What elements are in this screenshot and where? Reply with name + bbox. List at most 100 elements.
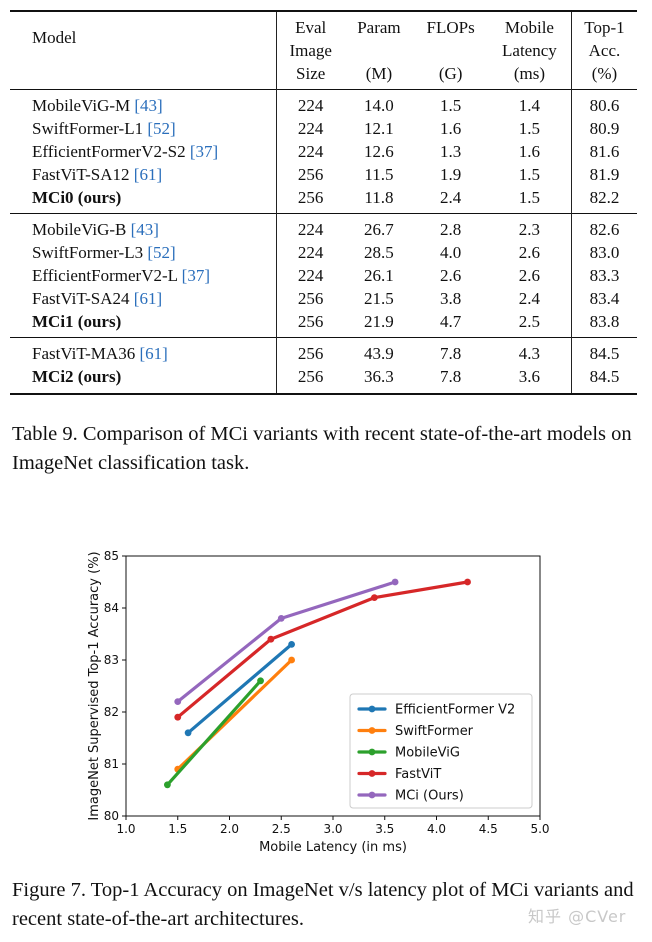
model-name-cell: EfficientFormerV2-S2 [37] [10, 140, 276, 163]
citation-link[interactable]: [37] [189, 142, 219, 161]
x-tick-label: 2.5 [272, 822, 291, 836]
model-name-cell: MobileViG-M [43] [10, 89, 277, 117]
latency-cell: 2.3 [487, 213, 572, 241]
model-name-cell: FastViT-SA12 [61] [10, 163, 276, 186]
table-row: MCi0 (ours) 256 11.8 2.4 1.5 82.2 [10, 186, 637, 214]
flops-cell: 1.9 [440, 165, 462, 184]
citation-link[interactable]: [61] [133, 165, 163, 184]
top1-cell: 82.6 [570, 213, 637, 241]
param-cell: 36.3 [344, 365, 414, 395]
model-name: MCi1 (ours) [32, 312, 122, 331]
x-tick-label: 4.0 [427, 822, 446, 836]
param-cell: 12.1 [364, 119, 394, 138]
y-axis-label: ImageNet Supervised Top-1 Accuracy (%) [87, 551, 102, 820]
flops-cell: 1.5 [413, 89, 488, 117]
legend-swatch-marker [368, 705, 376, 713]
citation-link[interactable]: [61] [133, 289, 163, 308]
table-row: MobileViG-M [43] 224 14.0 1.5 1.4 80.6 [10, 89, 637, 117]
latency-cell: 1.6 [518, 142, 541, 161]
model-name: MCi2 (ours) [32, 367, 122, 386]
x-tick-label: 1.5 [168, 822, 187, 836]
model-name-cell: MobileViG-B [43] [10, 213, 277, 241]
top1-cell: 82.2 [570, 186, 637, 214]
series-line [165, 679, 263, 787]
top1-cell: 83.4 [570, 287, 637, 310]
col-header-top1-1: Top-1 [570, 10, 637, 39]
citation-link[interactable]: [61] [139, 344, 168, 363]
col-header-param-1: Param [344, 10, 414, 39]
citation-link[interactable]: [43] [134, 96, 163, 115]
citation-link[interactable]: [43] [130, 220, 159, 239]
citation-link[interactable]: [52] [147, 119, 176, 138]
y-tick-label: 85 [104, 549, 119, 563]
latency-cell: 2.6 [518, 243, 541, 262]
table-row: EfficientFormerV2-L [37] 224 26.1 2.6 2.6 83.… [10, 264, 637, 287]
image-size-cell: 224 [275, 140, 345, 163]
series-line [176, 580, 397, 704]
model-name-cell: MCi0 (ours) [10, 186, 276, 214]
param-cell: 28.5 [364, 243, 394, 262]
table-row: MCi2 (ours) 256 36.3 7.8 3.6 84.5 [10, 365, 637, 395]
model-name: EfficientFormerV2-S2 [32, 142, 186, 161]
latency-cell: 1.5 [518, 119, 541, 138]
top1-cell: 84.5 [570, 337, 637, 365]
data-point [257, 677, 264, 685]
param-cell: 14.0 [344, 89, 414, 117]
citation-link[interactable]: [37] [181, 266, 210, 285]
top1-cell: 83.8 [570, 310, 637, 338]
chart-axes: 1.0 1.5 2.0 2.5 3.0 3.5 4.0 4.5 5.0 80 81 82 83 84 85 [104, 549, 550, 836]
model-name-cell: SwiftFormer-L1 [52] [10, 117, 276, 140]
param-cell: 11.5 [364, 165, 394, 184]
top1-cell: 83.3 [570, 264, 637, 287]
table-row: FastViT-SA12 [61] 256 11.5 1.9 1.5 81.9 [10, 163, 637, 186]
x-tick-label: 1.0 [116, 822, 135, 836]
image-size-cell: 256 [275, 337, 345, 365]
figure-caption: Figure 7. Top-1 Accuracy on ImageNet v/s… [12, 879, 634, 930]
chart-legend: EfficientFormer V2 SwiftFormer MobileViG Fa… [349, 693, 533, 809]
model-name-cell: EfficientFormerV2-L [37] [10, 264, 276, 287]
param-cell: 26.7 [344, 213, 414, 241]
series-group [184, 641, 295, 737]
table-group-3: FastViT-MA36 [61] 256 43.9 7.8 4.3 84.5 MCi2 (… [10, 337, 637, 395]
y-tick-label: 81 [104, 757, 119, 771]
data-point [174, 698, 182, 705]
flops-cell: 2.8 [413, 213, 488, 241]
image-size-cell: 224 [275, 241, 345, 264]
image-size-cell: 256 [275, 310, 345, 338]
param-cell: 43.9 [344, 337, 414, 365]
series-line [186, 642, 294, 735]
col-header-model: Model [10, 10, 277, 90]
data-point [184, 729, 192, 737]
col-header-latency-2: Latency [502, 41, 557, 60]
flops-cell: 2.4 [440, 188, 462, 207]
data-point [371, 594, 378, 601]
series-group [164, 677, 264, 789]
x-axis-label: Mobile Latency (in ms) [259, 840, 407, 855]
model-name-cell: SwiftFormer-L3 [52] [10, 241, 276, 264]
top1-cell: 80.6 [570, 89, 637, 117]
top1-cell: 83.0 [570, 241, 637, 264]
model-name-cell: MCi1 (ours) [10, 310, 276, 338]
legend-label: EfficientFormer V2 [395, 703, 515, 718]
col-header-eval-1: Eval [275, 10, 345, 39]
image-size-cell: 224 [275, 213, 345, 241]
data-point [277, 615, 285, 622]
data-point [288, 656, 295, 664]
y-tick-label: 82 [104, 705, 119, 719]
chart-series-layer [164, 578, 471, 789]
model-name: SwiftFormer-L1 [32, 119, 144, 138]
flops-cell: 7.8 [413, 337, 488, 365]
flops-cell: 1.6 [440, 119, 462, 138]
top1-cell: 80.9 [570, 117, 637, 140]
param-cell: 12.6 [364, 142, 394, 161]
table-row: FastViT-SA24 [61] 256 21.5 3.8 2.4 83.4 [10, 287, 637, 310]
image-size-cell: 256 [275, 287, 345, 310]
data-point [174, 713, 182, 721]
table-header: Model Eval Param FLOPs Mobile Top-1 Imag… [10, 10, 637, 90]
col-header-top1-3: (%) [570, 62, 637, 90]
table-group-1: MobileViG-M [43] 224 14.0 1.5 1.4 80.6 SwiftFo… [10, 89, 637, 214]
flops-cell: 3.8 [440, 289, 462, 308]
citation-link[interactable]: [52] [147, 243, 176, 262]
model-name: MobileViG-B [32, 220, 127, 239]
model-name-cell: FastViT-MA36 [61] [10, 337, 277, 365]
